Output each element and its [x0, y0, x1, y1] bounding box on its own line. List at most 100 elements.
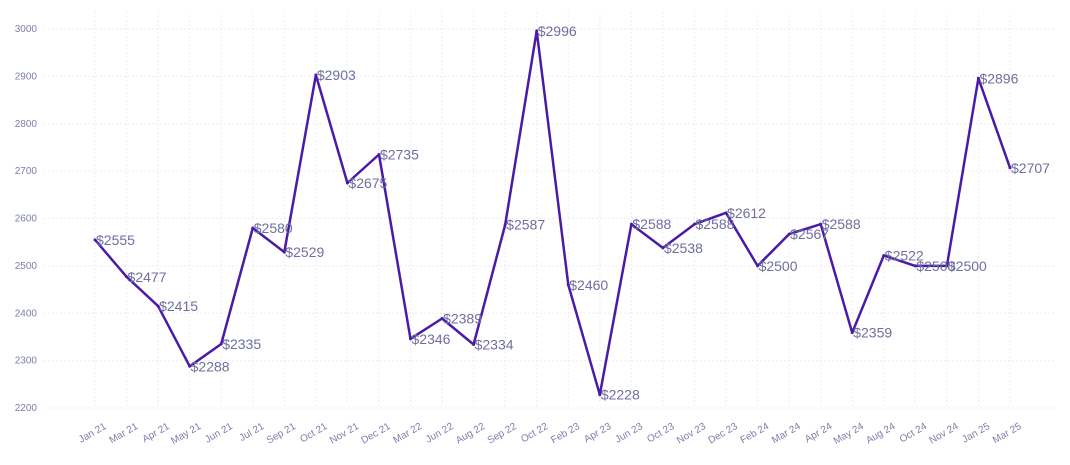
x-tick-label: Apr 23 [582, 421, 613, 445]
data-label: $2567 [790, 226, 829, 242]
y-tick-label: 2600 [15, 214, 38, 225]
data-label: $2415 [159, 298, 198, 314]
data-point [472, 343, 476, 347]
y-tick-label: 2800 [15, 119, 38, 130]
data-point [282, 250, 286, 254]
x-tick-label: Dec 21 [360, 421, 393, 447]
x-tick-label: Aug 24 [864, 421, 897, 447]
data-point [850, 331, 854, 335]
data-label: $2555 [96, 232, 135, 248]
x-tick-label: Jan 25 [960, 421, 992, 446]
series-line [93, 29, 1012, 396]
data-point [314, 73, 318, 77]
data-label: $2707 [1011, 160, 1050, 176]
data-point [598, 393, 602, 397]
data-point [976, 76, 980, 80]
data-label: $2500 [916, 258, 955, 274]
x-tick-label: Mar 24 [770, 421, 803, 446]
x-tick-label: May 24 [832, 421, 866, 447]
x-tick-label: Feb 23 [549, 421, 582, 446]
y-tick-label: 2700 [15, 166, 38, 177]
x-tick-label: Apr 24 [803, 421, 834, 445]
data-point [913, 264, 917, 268]
data-label: $2580 [254, 220, 293, 236]
data-label: $2334 [475, 337, 514, 353]
data-labels: $2555 $2477 $2415 $2288 $2335 $2580 $2529 $2903… [96, 23, 1050, 403]
data-point [219, 342, 223, 346]
data-point [409, 337, 413, 341]
data-point [251, 226, 255, 230]
data-point [503, 223, 507, 227]
x-tick-label: May 21 [169, 421, 203, 447]
y-tick-label: 2900 [15, 71, 38, 82]
data-label: $2587 [506, 217, 545, 233]
x-tick-label: Jun 22 [424, 421, 456, 446]
series-line-group [93, 29, 1012, 397]
data-label: $2903 [317, 67, 356, 83]
y-axis-ticks: 2200 2300 2400 2500 2600 2700 2800 2900 3000 [15, 24, 38, 414]
data-label: $2477 [128, 269, 167, 285]
x-tick-label: Nov 21 [328, 421, 361, 447]
x-tick-label: Feb 24 [739, 421, 772, 446]
x-tick-label: Sep 22 [486, 421, 519, 447]
data-label: $2588 [632, 216, 671, 232]
x-tick-label: Nov 23 [675, 421, 708, 447]
grid [44, 12, 1055, 409]
x-tick-label: Oct 24 [898, 421, 929, 445]
data-point [188, 364, 192, 368]
x-tick-label: Dec 23 [707, 421, 740, 447]
data-point [377, 153, 381, 157]
data-label: $2588 [695, 216, 734, 232]
data-label: $2335 [222, 336, 261, 352]
data-point [629, 222, 633, 226]
data-label: $2359 [853, 325, 892, 341]
data-label: $2228 [601, 387, 640, 403]
x-tick-label: Mar 22 [392, 421, 425, 446]
data-label: $2588 [822, 216, 861, 232]
data-label: $2389 [443, 310, 482, 326]
data-label: $2896 [979, 70, 1018, 86]
data-point [1008, 166, 1012, 170]
data-point [93, 238, 97, 242]
data-label: $2538 [664, 240, 703, 256]
data-point [566, 283, 570, 287]
data-point [724, 211, 728, 215]
data-label: $2500 [759, 258, 798, 274]
x-tick-label: Oct 21 [298, 421, 329, 445]
x-tick-label: Jun 23 [613, 421, 645, 446]
data-label: $2675 [348, 175, 387, 191]
data-point [156, 304, 160, 308]
data-point [440, 316, 444, 320]
x-tick-label: Jun 21 [203, 421, 235, 446]
data-label: $2529 [285, 244, 324, 260]
y-tick-label: 2500 [15, 261, 38, 272]
x-tick-label: Apr 21 [141, 421, 172, 445]
data-point [692, 222, 696, 226]
x-tick-label: Mar 25 [991, 421, 1024, 446]
data-point [945, 264, 949, 268]
data-label: $2612 [727, 205, 766, 221]
x-tick-label: Jul 21 [238, 421, 267, 444]
x-tick-label: Oct 23 [645, 421, 676, 445]
x-tick-label: Aug 22 [454, 421, 487, 447]
y-tick-label: 2400 [15, 308, 38, 319]
x-tick-label: Nov 24 [927, 421, 960, 447]
x-tick-label: Sep 21 [265, 421, 298, 447]
data-label: $2346 [412, 331, 451, 347]
data-point [661, 246, 665, 250]
y-tick-label: 2200 [15, 403, 38, 414]
data-point [819, 222, 823, 226]
data-label: $2735 [380, 147, 419, 163]
data-label: $2288 [191, 358, 230, 374]
x-tick-label: Oct 22 [519, 421, 550, 445]
data-point [535, 29, 539, 33]
data-point [125, 275, 129, 279]
x-tick-label: Mar 21 [108, 421, 141, 446]
data-label: $2500 [948, 258, 987, 274]
y-tick-label: 2300 [15, 356, 38, 367]
data-point [345, 181, 349, 185]
data-point [756, 264, 760, 268]
data-label: $2522 [885, 247, 924, 263]
